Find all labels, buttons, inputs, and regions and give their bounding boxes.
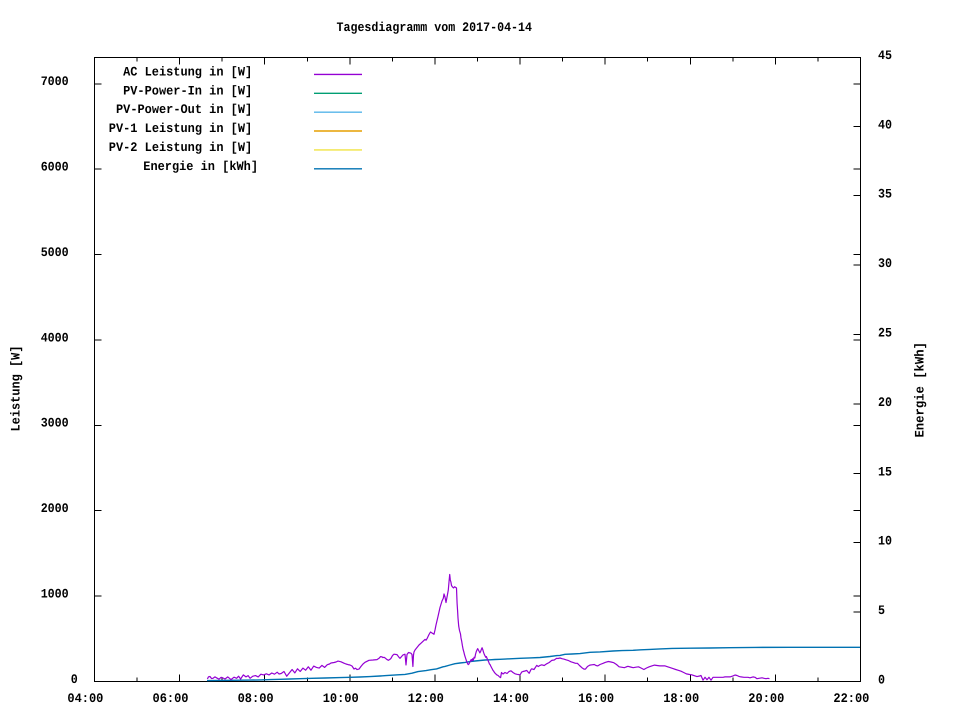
svg-text:5: 5 xyxy=(878,603,885,618)
svg-text:35: 35 xyxy=(878,187,892,202)
svg-text:PV-1 Leistung in [W]: PV-1 Leistung in [W] xyxy=(109,121,252,136)
svg-text:20:00: 20:00 xyxy=(748,691,784,706)
svg-text:15: 15 xyxy=(878,464,892,479)
svg-text:PV-Power-Out in [W]: PV-Power-Out in [W] xyxy=(116,102,252,117)
svg-text:Tagesdiagramm vom 2017-04-14: Tagesdiagramm vom 2017-04-14 xyxy=(337,20,533,35)
svg-text:18:00: 18:00 xyxy=(663,691,699,706)
svg-text:22:00: 22:00 xyxy=(833,691,869,706)
svg-text:16:00: 16:00 xyxy=(578,691,614,706)
svg-text:30: 30 xyxy=(878,256,892,271)
svg-text:2000: 2000 xyxy=(41,501,69,516)
svg-text:5000: 5000 xyxy=(41,245,69,260)
svg-text:4000: 4000 xyxy=(41,330,69,345)
svg-text:10: 10 xyxy=(878,534,892,549)
svg-text:25: 25 xyxy=(878,326,892,341)
svg-text:20: 20 xyxy=(878,395,892,410)
svg-text:AC Leistung in [W]: AC Leistung in [W] xyxy=(123,64,252,79)
svg-text:04:00: 04:00 xyxy=(67,691,103,706)
svg-text:0: 0 xyxy=(71,672,78,687)
svg-text:10:00: 10:00 xyxy=(323,691,359,706)
svg-text:3000: 3000 xyxy=(41,416,69,431)
svg-text:7000: 7000 xyxy=(41,74,69,89)
svg-text:0: 0 xyxy=(878,673,885,688)
svg-text:40: 40 xyxy=(878,117,892,132)
svg-text:PV-Power-In in [W]: PV-Power-In in [W] xyxy=(123,83,252,98)
svg-text:45: 45 xyxy=(878,48,892,63)
svg-text:14:00: 14:00 xyxy=(493,691,529,706)
svg-text:08:00: 08:00 xyxy=(238,691,274,706)
svg-text:6000: 6000 xyxy=(41,160,69,175)
svg-text:Energie [kWh]: Energie [kWh] xyxy=(912,342,927,438)
svg-text:Leistung [W]: Leistung [W] xyxy=(8,346,23,432)
svg-text:PV-2 Leistung in [W]: PV-2 Leistung in [W] xyxy=(109,140,252,155)
svg-text:06:00: 06:00 xyxy=(153,691,189,706)
svg-text:1000: 1000 xyxy=(41,587,69,602)
svg-text:12:00: 12:00 xyxy=(408,691,444,706)
svg-text:Energie in [kWh]: Energie in [kWh] xyxy=(143,159,258,174)
